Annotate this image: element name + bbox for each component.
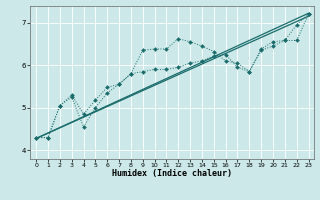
- X-axis label: Humidex (Indice chaleur): Humidex (Indice chaleur): [112, 169, 232, 178]
